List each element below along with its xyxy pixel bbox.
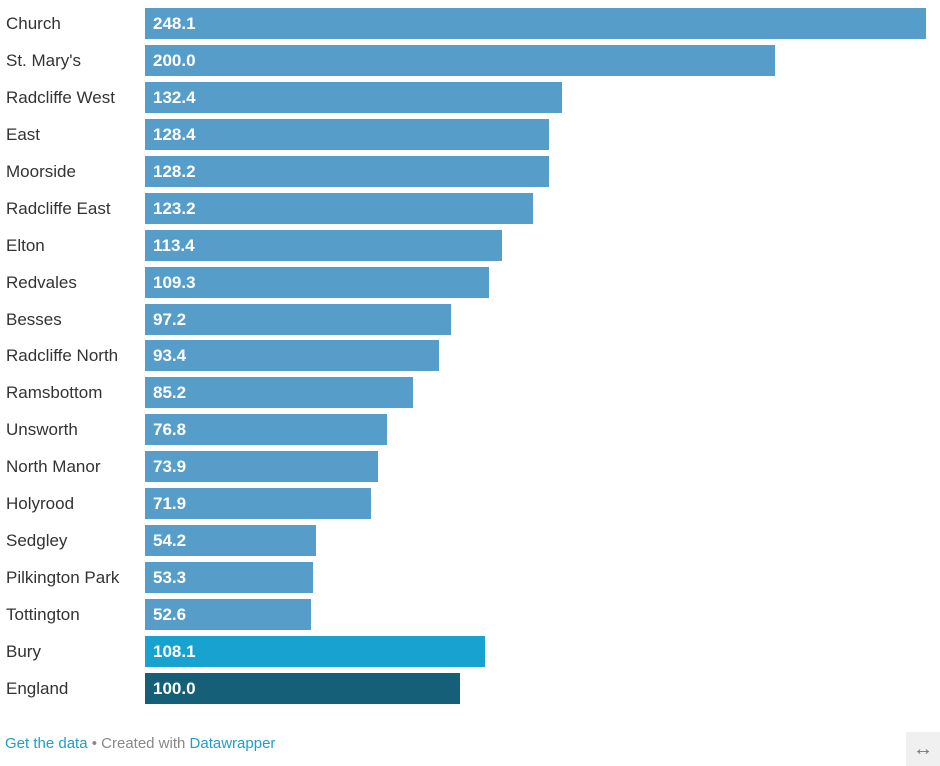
category-label: Radcliffe North [6, 346, 119, 366]
bar-row: North Manor 73.9 [0, 451, 940, 483]
bar-row: Unsworth 76.8 [0, 414, 940, 446]
bar-row: Tottington 52.6 [0, 599, 940, 631]
value-label: 76.8 [153, 420, 187, 440]
bar: 97.2 [145, 303, 451, 335]
bar: 73.9 [145, 451, 378, 483]
value-label: 109.3 [153, 272, 196, 292]
bar: 109.3 [145, 266, 490, 298]
bar-row: Besses 97.2 [0, 303, 940, 335]
value-label: 85.2 [153, 383, 187, 403]
bar-row: Radcliffe East 123.2 [0, 192, 940, 224]
value-label: 123.2 [153, 198, 196, 218]
bar: 113.4 [145, 229, 502, 261]
bar: 128.4 [145, 118, 550, 150]
bar: 52.6 [145, 599, 311, 631]
category-label: Unsworth [6, 420, 78, 440]
value-label: 54.2 [153, 531, 187, 551]
bar-row: Ramsbottom 85.2 [0, 377, 940, 409]
value-label: 108.1 [153, 641, 196, 661]
category-label: Moorside [6, 161, 76, 181]
bar-row: Radcliffe North 93.4 [0, 340, 940, 372]
value-label: 113.4 [153, 235, 195, 255]
bar: 85.2 [145, 377, 414, 409]
value-label: 248.1 [153, 14, 196, 33]
bar: 108.1 [145, 635, 486, 667]
created-with-text: • Created with [87, 735, 190, 752]
category-label: St. Mary's [6, 50, 82, 70]
category-label: East [6, 124, 41, 144]
category-label: Pilkington Park [6, 568, 120, 588]
bar-row: Church 248.1 [0, 8, 940, 39]
value-label: 93.4 [153, 346, 187, 366]
footer: Get the data • Created with Datawrapper [5, 735, 275, 752]
bar-row: Radcliffe West 132.4 [0, 81, 940, 113]
value-label: 200.0 [153, 50, 196, 70]
bar: 93.4 [145, 340, 440, 372]
bar: 76.8 [145, 414, 387, 446]
category-label: Sedgley [6, 531, 68, 551]
get-the-data-link[interactable]: Get the data [5, 735, 88, 752]
expand-icon[interactable]: ↔ [906, 732, 940, 766]
value-label: 100.0 [153, 678, 196, 698]
category-label: Church [6, 14, 61, 33]
bar-row: England 100.0 [0, 672, 940, 704]
bar: 123.2 [145, 192, 533, 224]
bar: 200.0 [145, 44, 775, 76]
bar-row: East 128.4 [0, 118, 940, 150]
category-label: Tottington [6, 605, 80, 625]
bar-row: Bury 108.1 [0, 635, 940, 667]
category-label: Holyrood [6, 494, 75, 514]
bar-row: Moorside 128.2 [0, 155, 940, 187]
bar-row: Elton 113.4 [0, 229, 940, 261]
value-label: 128.4 [153, 124, 196, 144]
bar: 248.1 [145, 8, 926, 39]
value-label: 52.6 [153, 605, 187, 625]
category-label: Radcliffe East [6, 198, 111, 218]
category-label: England [6, 678, 69, 698]
value-label: 73.9 [153, 457, 187, 477]
bar: 100.0 [145, 672, 460, 704]
bar: 54.2 [145, 525, 316, 557]
category-label: North Manor [6, 457, 101, 477]
value-label: 128.2 [153, 161, 196, 181]
category-label: Elton [6, 235, 45, 255]
category-label: Ramsbottom [6, 383, 103, 403]
bar: 53.3 [145, 562, 313, 594]
bar: 128.2 [145, 155, 549, 187]
value-label: 53.3 [153, 568, 187, 588]
bar-row: Sedgley 54.2 [0, 525, 940, 557]
value-label: 97.2 [153, 309, 187, 329]
value-label: 132.4 [153, 87, 196, 107]
category-label: Besses [6, 309, 62, 329]
bar-row: St. Mary's 200.0 [0, 44, 940, 76]
bar: 132.4 [145, 81, 562, 113]
category-label: Radcliffe West [6, 87, 115, 107]
category-label: Bury [6, 641, 41, 661]
bar-chart: Church 248.1 St. Mary's 200.0 Radcliffe West… [0, 8, 940, 704]
category-label: Redvales [6, 272, 77, 292]
bar-row: Holyrood 71.9 [0, 488, 940, 520]
value-label: 71.9 [153, 494, 187, 514]
bar-row: Pilkington Park 53.3 [0, 562, 940, 594]
bar-row: Redvales 109.3 [0, 266, 940, 298]
bar: 71.9 [145, 488, 372, 520]
datawrapper-link[interactable]: Datawrapper [189, 735, 276, 752]
